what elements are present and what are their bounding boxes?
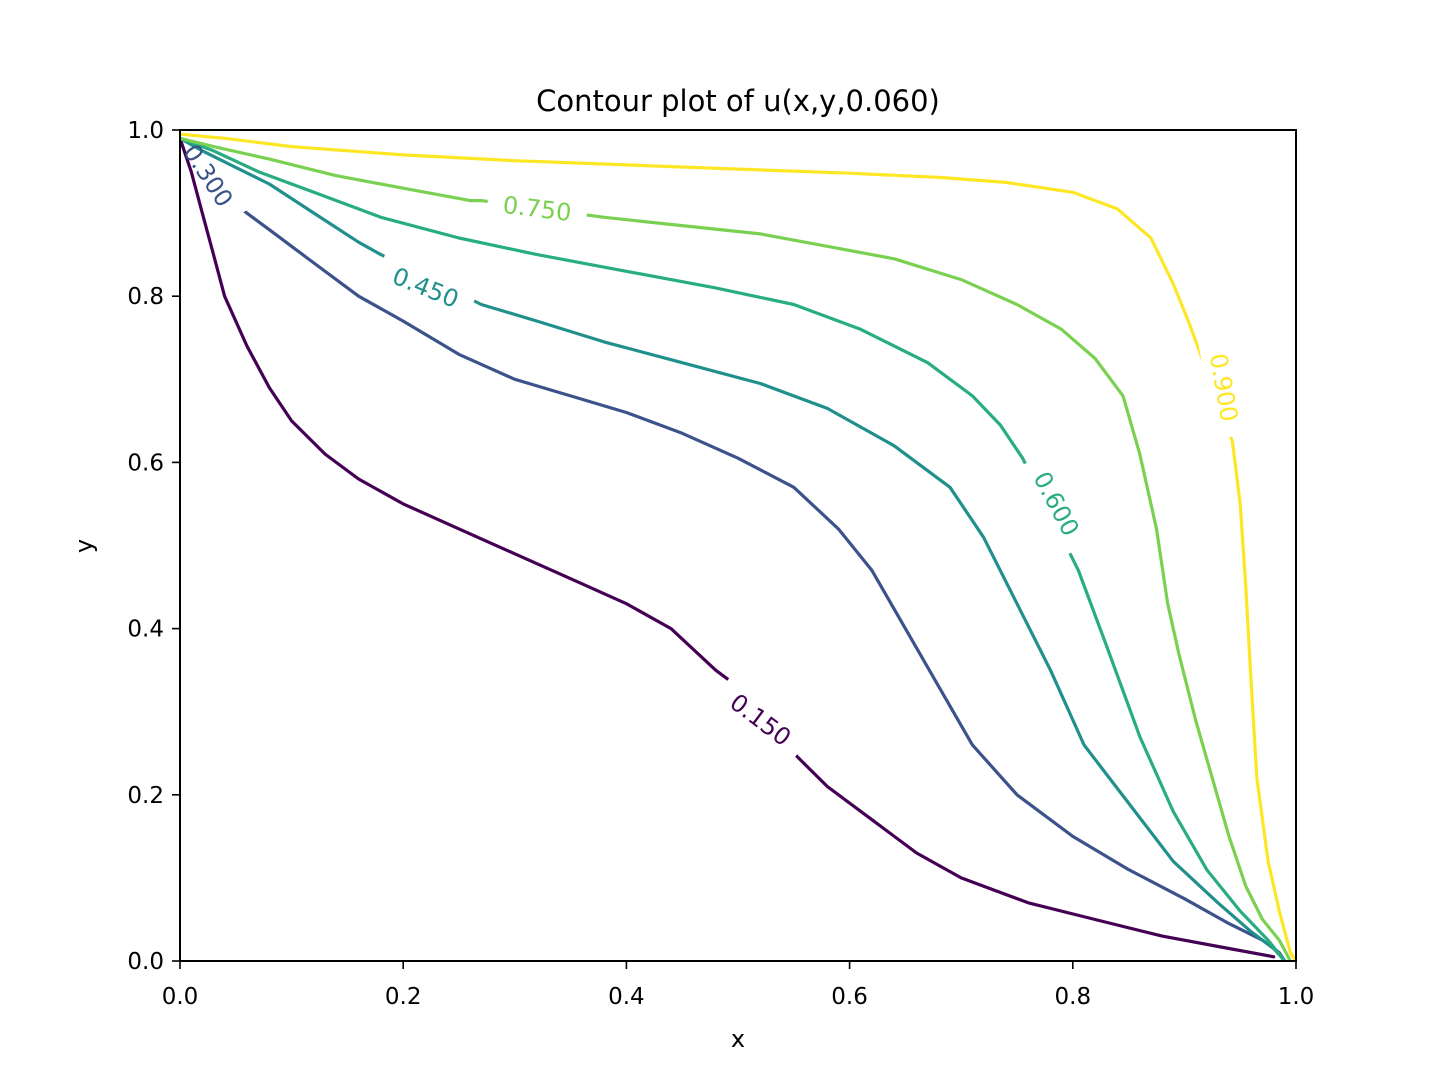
x-axis-label: x xyxy=(731,1025,745,1053)
x-tick-label: 0.2 xyxy=(385,984,422,1010)
y-tick-label: 0.8 xyxy=(127,284,164,310)
contour-line xyxy=(180,136,1287,961)
y-tick-label: 0.6 xyxy=(127,450,164,476)
x-tick-label: 0.8 xyxy=(1055,984,1092,1010)
contour-lines-group xyxy=(180,132,1296,961)
contour-line xyxy=(180,136,1287,961)
plot-frame xyxy=(179,129,1297,962)
y-tick-label: 1.0 xyxy=(127,118,164,144)
x-tick-label: 0.4 xyxy=(608,984,645,1010)
y-tick-label: 0.2 xyxy=(127,783,164,809)
y-axis-label: y xyxy=(70,539,98,553)
contour-line xyxy=(180,132,1296,961)
x-tick-label: 0.0 xyxy=(162,984,199,1010)
chart-title: Contour plot of u(x,y,0.060) xyxy=(536,84,940,118)
contour-line xyxy=(180,136,1292,961)
x-axis: 0.0 0.2 0.4 0.6 0.8 1.0 xyxy=(162,961,1315,1010)
contour-line xyxy=(180,136,1276,959)
contour-line xyxy=(180,136,1287,961)
x-tick-label: 1.0 xyxy=(1278,984,1315,1010)
y-tick-label: 0.0 xyxy=(127,949,164,975)
y-tick-label: 0.4 xyxy=(127,617,164,643)
y-axis: 0.0 0.2 0.4 0.6 0.8 1.0 xyxy=(127,118,180,975)
x-tick-label: 0.6 xyxy=(831,984,868,1010)
